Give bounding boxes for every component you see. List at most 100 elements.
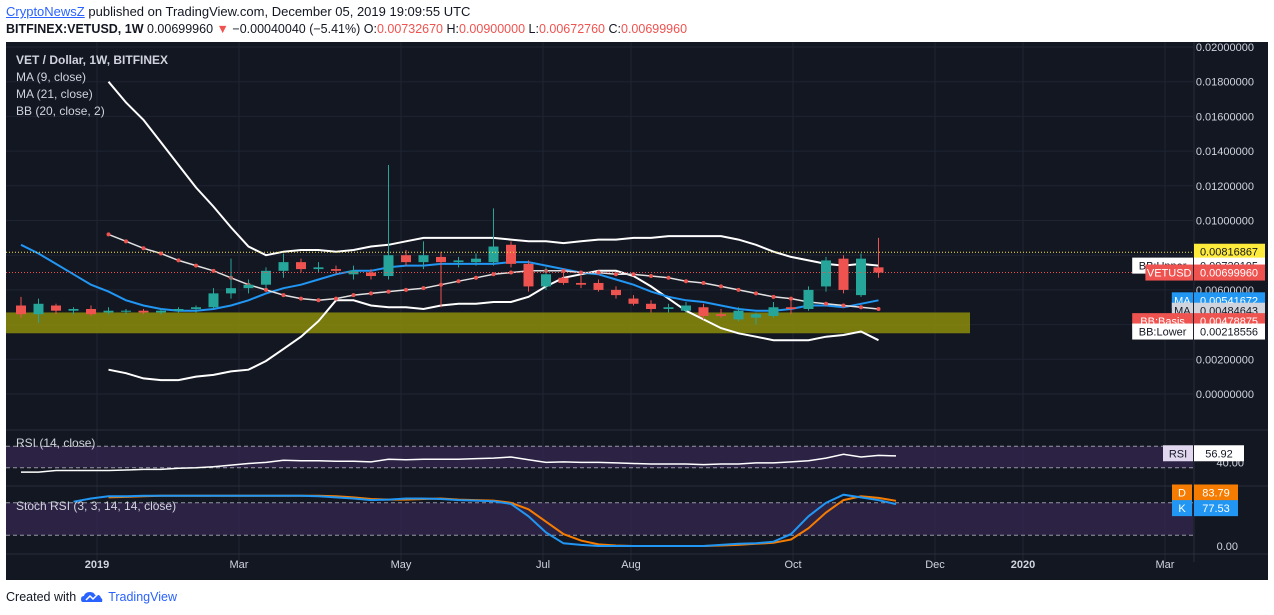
candle: [296, 258, 306, 273]
rsi-band: [6, 446, 1193, 468]
price-tag: BB:Lower 0.00218556: [1132, 323, 1265, 340]
stoch-band: [6, 502, 1193, 536]
candle-body: [646, 303, 656, 309]
stoch-tag-label-box: [1172, 500, 1192, 517]
price-tag: VETUSD 0.00699960: [1145, 264, 1265, 281]
candle-body: [86, 308, 96, 315]
candle-body: [523, 263, 534, 287]
price-tick-label: 0.01000000: [1196, 216, 1254, 228]
moving-averages: [20, 232, 881, 312]
candle: [33, 298, 44, 323]
publish-line: CryptoNewsZ published on TradingView.com…: [6, 4, 470, 19]
candle-body: [821, 260, 831, 287]
rsi-tag-label: RSI: [1169, 448, 1187, 460]
time-tick-label: Mar: [1156, 559, 1175, 571]
ma21-marker: [264, 287, 268, 292]
ticker-line: BITFINEX:VETUSD, 1W 0.00699960 ▼ −0.0004…: [6, 22, 687, 36]
candle-body: [733, 310, 744, 320]
ma21-marker: [859, 305, 863, 310]
ma21-marker: [719, 284, 723, 289]
ma21-marker: [386, 289, 391, 294]
candle-body: [751, 314, 761, 318]
candle: [226, 258, 236, 299]
candle-body: [16, 305, 26, 315]
candle-body: [261, 270, 271, 285]
rsi-pane: [6, 445, 1193, 473]
author-link[interactable]: CryptoNewsZ: [6, 4, 85, 19]
candle-body: [576, 282, 586, 285]
candle-body: [243, 284, 254, 289]
candle: [751, 312, 761, 325]
candle: [138, 308, 149, 315]
candle: [366, 269, 376, 280]
ma21-marker: [106, 232, 111, 237]
ma21-marker: [124, 239, 128, 244]
ma21-marker: [456, 279, 461, 284]
candle-body: [488, 246, 499, 263]
low-key: L:: [528, 22, 539, 36]
candle-body: [593, 282, 604, 290]
tradingview-logo-icon: [81, 592, 103, 602]
rsi-tag-value-box: [1194, 445, 1244, 462]
candle-body: [208, 293, 219, 308]
time-tick-label: Jul: [536, 559, 550, 571]
candle-body: [296, 262, 306, 270]
ma21-marker: [404, 287, 408, 292]
ma21-marker: [351, 293, 356, 298]
candle-body: [681, 305, 691, 311]
candle-body: [331, 269, 341, 271]
candle: [856, 253, 866, 297]
candle-body: [191, 307, 201, 309]
legend-bb: BB (20, close, 2): [16, 104, 105, 118]
ma21-marker: [474, 275, 478, 280]
candle-body: [51, 305, 61, 311]
ma21-marker: [211, 268, 216, 273]
price-tags: 0.00816867BB:Upper0.00739195VETUSD0.0069…: [1132, 243, 1265, 517]
ma21-marker: [281, 293, 286, 298]
stoch-tag-value: 77.53: [1202, 503, 1230, 515]
rsi-tag-value: 56.92: [1205, 448, 1233, 460]
ma21-marker: [491, 272, 496, 277]
candle: [488, 208, 499, 266]
candle: [86, 305, 96, 316]
candle: [646, 300, 656, 313]
ma21-marker: [614, 272, 618, 277]
price-change: −0.00040040 (−5.41%): [232, 22, 361, 36]
footer-brand[interactable]: TradingView: [108, 590, 177, 604]
price-tick-label: 0.01400000: [1196, 146, 1254, 158]
price-tag-label: BB:Lower: [1139, 327, 1187, 339]
price-tick-label: 0.00200000: [1196, 354, 1254, 366]
price-tick-label: 0.01600000: [1196, 111, 1254, 123]
grid-lines: [6, 42, 1268, 562]
price-tag-value-box: [1194, 243, 1265, 260]
candle-body: [628, 298, 639, 304]
stoch-rsi-pane: [6, 493, 1193, 547]
price-tag-label: VETUSD: [1147, 268, 1192, 280]
legend-rsi: RSI (14, close): [16, 436, 95, 450]
chart-canvas[interactable]: 0.000000000.002000000.004000000.00600000…: [6, 42, 1268, 580]
price-tag-label-box: [1145, 264, 1193, 281]
price-tick-label: 0.00000000: [1196, 389, 1254, 401]
chart-area[interactable]: 0.000000000.002000000.004000000.00600000…: [6, 42, 1268, 580]
rsi-line: [21, 453, 897, 473]
ma21-marker: [649, 274, 653, 279]
candle: [156, 308, 166, 315]
ma21-marker: [631, 272, 636, 277]
high-key: H:: [446, 22, 460, 36]
time-axis[interactable]: 2019 Mar May Jul Aug Oct Dec 2020 Mar: [6, 553, 1268, 571]
candle-body: [698, 307, 709, 316]
ma21-marker: [316, 298, 321, 303]
candle: [663, 303, 674, 313]
candle-body: [348, 270, 359, 275]
candle-body: [103, 310, 114, 313]
candle-body: [33, 303, 44, 315]
time-tick-label: 2020: [1011, 559, 1035, 571]
ma21-marker: [176, 258, 181, 263]
close-value: 0.00699960: [621, 22, 688, 36]
candle-body: [401, 255, 411, 263]
candle-body: [663, 307, 674, 309]
price-tag-value: 0.00816867: [1200, 247, 1258, 259]
candle: [576, 276, 586, 289]
price-tag-value-box: [1194, 323, 1265, 340]
footer-created: Created with: [6, 590, 77, 604]
